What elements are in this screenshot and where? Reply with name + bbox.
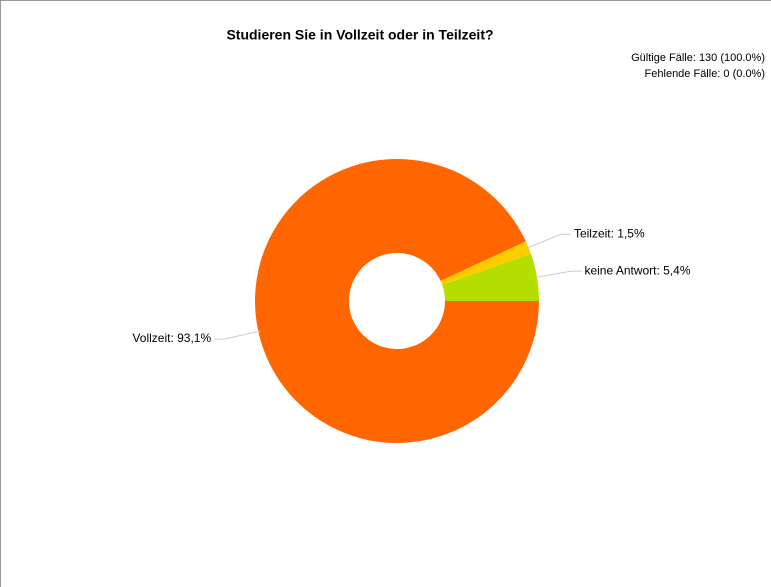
leader-line [534, 270, 582, 278]
slice-label: Vollzeit: 93,1% [132, 331, 211, 345]
annotation: Fehlende Fälle: 0 (0.0%) [645, 68, 765, 80]
donut-slice [254, 158, 539, 444]
annotation: Gültige Fälle: 130 (100.0%) [631, 52, 765, 64]
slice-label: Teilzeit: 1,5% [574, 226, 645, 240]
leader-line [214, 330, 261, 340]
leader-line [526, 233, 571, 249]
donut-slice [440, 241, 531, 286]
donut-slice [442, 253, 539, 301]
slice-label: keine Antwort: 5,4% [584, 263, 690, 277]
chart-title: Studieren Sie in Vollzeit oder in Teilze… [226, 27, 493, 43]
